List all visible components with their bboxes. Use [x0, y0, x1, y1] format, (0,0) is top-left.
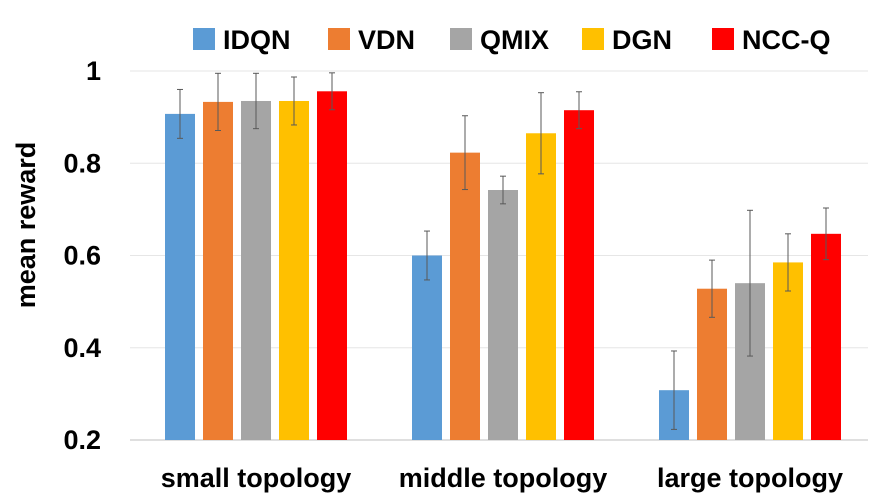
bar-idqn-2 — [412, 255, 442, 440]
x-axis-categories: small topology middle topology large topol… — [161, 463, 843, 493]
legend-swatch-idqn — [193, 28, 215, 50]
y-axis-ticks: 0.2 0.4 0.6 0.8 1 — [63, 56, 101, 455]
bar-qmix-1 — [241, 100, 271, 440]
legend-label-idqn: IDQN — [223, 25, 291, 55]
legend-swatch-qmix — [450, 28, 472, 50]
y-tick-label: 0.2 — [63, 425, 101, 455]
bar-vdn-2 — [450, 152, 480, 441]
legend-swatch-vdn — [328, 28, 350, 50]
legend-label-vdn: VDN — [358, 25, 415, 55]
x-category-label: small topology — [161, 463, 352, 493]
y-tick-label: 0.6 — [63, 241, 101, 271]
bar-dgn-1 — [279, 100, 309, 440]
bar-dgn-2 — [526, 133, 556, 441]
bar-dgn-3 — [773, 262, 803, 440]
bar-ncc-q-3 — [811, 233, 841, 440]
y-tick-label: 1 — [86, 56, 101, 86]
bar-idqn-1 — [165, 113, 195, 441]
legend-label-qmix: QMIX — [480, 25, 549, 55]
y-axis-label: mean reward — [11, 142, 41, 309]
y-tick-label: 0.8 — [63, 148, 101, 178]
y-tick-label: 0.4 — [63, 333, 101, 363]
legend-label-ncc-q: NCC-Q — [742, 25, 831, 55]
bar-vdn-1 — [203, 101, 233, 440]
legend-swatch-ncc-q — [712, 28, 734, 50]
bar-ncc-q-1 — [317, 91, 347, 441]
bars — [165, 91, 841, 441]
x-category-label: middle topology — [399, 463, 608, 493]
legend: IDQN VDN QMIX DGN NCC-Q — [193, 25, 831, 55]
bar-qmix-2 — [488, 190, 518, 440]
x-category-label: large topology — [657, 463, 843, 493]
error-bars — [177, 72, 829, 430]
legend-swatch-dgn — [582, 28, 604, 50]
bar-ncc-q-2 — [564, 110, 594, 441]
legend-label-dgn: DGN — [612, 25, 672, 55]
